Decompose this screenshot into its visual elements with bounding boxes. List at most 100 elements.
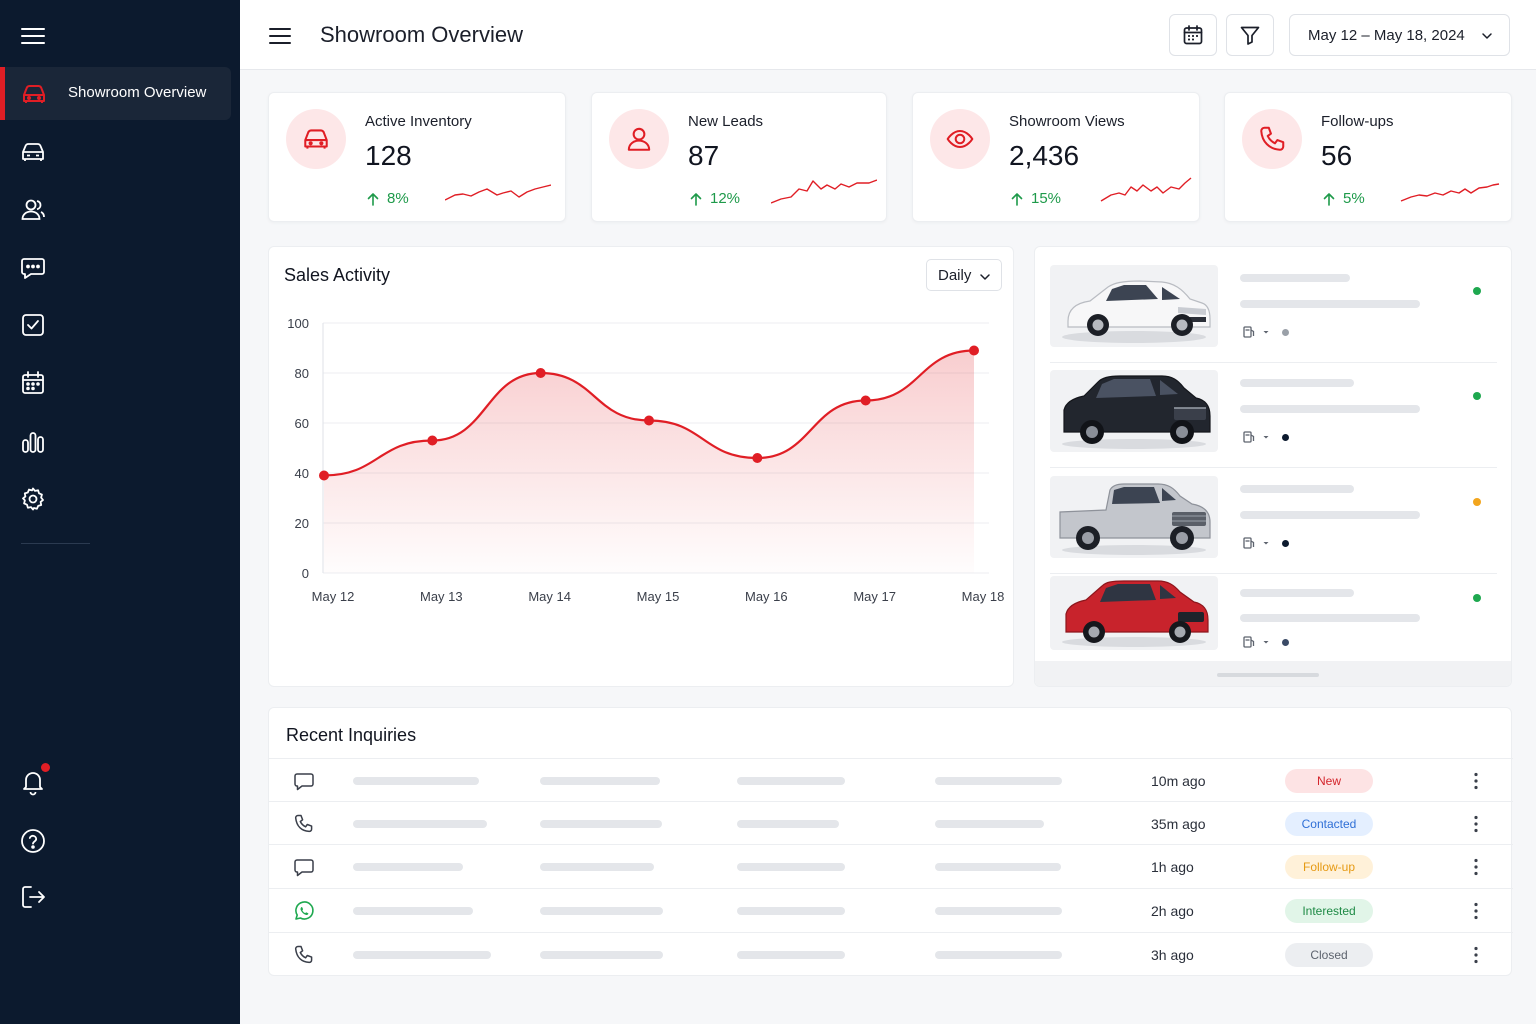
sales-line-chart: 0 20 40 60 80 100 May 12 May 13 May 14 May 15 May … <box>287 316 1004 604</box>
bar-chart-icon[interactable] <box>19 428 47 456</box>
placeholder-bar <box>737 907 845 915</box>
kpi-change: 8% <box>367 190 409 207</box>
fuel-icon <box>1243 326 1255 338</box>
menu-icon[interactable] <box>20 24 46 48</box>
users-icon[interactable] <box>19 196 47 224</box>
more-options-icon[interactable] <box>1465 813 1487 835</box>
settings-icon[interactable] <box>19 485 47 513</box>
kpi-change-value: 15% <box>1031 190 1062 207</box>
sidebar-divider <box>21 543 90 544</box>
kpi-change-value: 8% <box>387 190 409 207</box>
vehicle-meta <box>1242 325 1289 339</box>
bell-icon[interactable] <box>19 768 47 796</box>
kpi-label: Showroom Views <box>1009 113 1125 130</box>
data-point <box>427 435 438 446</box>
table-row[interactable]: 10m ago New <box>269 758 1513 802</box>
more-options-icon[interactable] <box>1465 944 1487 966</box>
vehicle-image <box>1050 265 1218 347</box>
placeholder-bar <box>1240 274 1350 282</box>
kpi-value: 2,436 <box>1009 140 1080 171</box>
filter-icon <box>1240 26 1260 45</box>
sidebar-item-label: Showroom Overview <box>68 84 207 101</box>
period-select[interactable]: Daily <box>926 259 1002 291</box>
placeholder-bar <box>935 907 1062 915</box>
more-options-icon[interactable] <box>1465 900 1487 922</box>
placeholder-bar <box>353 820 487 828</box>
y-tick-label: 60 <box>295 416 309 431</box>
sidebar: Showroom Overview <box>0 0 240 1024</box>
placeholder-bar <box>737 777 845 785</box>
table-row[interactable]: 3h ago Closed <box>269 932 1513 976</box>
vehicle-row[interactable] <box>1050 574 1497 654</box>
color-swatch <box>1282 433 1289 441</box>
vehicle-row[interactable] <box>1050 468 1497 574</box>
period-value: Daily <box>938 266 972 284</box>
sparkline <box>1100 177 1192 202</box>
status-badge: Interested <box>1285 899 1373 923</box>
date-range-select[interactable]: May 12 – May 18, 2024 <box>1289 14 1510 56</box>
kpi-card-new-leads: New Leads 87 12% <box>591 92 887 222</box>
chat-icon[interactable] <box>19 254 47 282</box>
sparkline <box>771 179 877 204</box>
placeholder-bar <box>1240 379 1354 387</box>
panel-footer <box>1035 661 1511 686</box>
calendar-icon[interactable] <box>19 369 47 397</box>
caret-down-icon <box>1263 331 1269 334</box>
arrow-up-icon <box>690 192 702 206</box>
x-tick-label: May 17 <box>853 589 896 604</box>
data-point <box>319 470 329 481</box>
y-tick-label: 80 <box>295 366 309 381</box>
table-row[interactable]: 2h ago Interested <box>269 888 1513 932</box>
y-tick-label: 100 <box>287 316 309 331</box>
table-row[interactable]: 35m ago Contacted <box>269 801 1513 845</box>
vehicle-row[interactable] <box>1050 362 1497 468</box>
vehicle-list-panel <box>1034 246 1512 687</box>
placeholder-bar <box>353 951 491 959</box>
checkbox-icon[interactable] <box>19 311 47 339</box>
car-front-icon[interactable] <box>19 138 47 166</box>
scroll-handle[interactable] <box>1217 673 1319 677</box>
sidebar-item-showroom-overview[interactable]: Showroom Overview <box>0 67 231 120</box>
status-dot <box>1473 392 1481 400</box>
phone-icon <box>1242 109 1302 169</box>
x-tick-label: May 12 <box>312 589 355 604</box>
kpi-change: 5% <box>1323 190 1365 207</box>
logout-icon[interactable] <box>19 883 47 911</box>
kpi-label: Active Inventory <box>365 113 472 130</box>
vehicle-meta <box>1242 430 1289 444</box>
placeholder-bar <box>540 863 654 871</box>
kpi-value: 128 <box>365 140 412 171</box>
kpi-change-value: 5% <box>1343 190 1365 207</box>
more-options-icon[interactable] <box>1465 770 1487 792</box>
status-badge: New <box>1285 769 1373 793</box>
caret-down-icon <box>1263 542 1269 545</box>
y-tick-label: 0 <box>302 566 309 581</box>
x-tick-label: May 16 <box>745 589 788 604</box>
help-icon[interactable] <box>19 827 47 855</box>
table-row[interactable]: 1h ago Follow-up <box>269 844 1513 888</box>
y-tick-label: 40 <box>295 466 309 481</box>
more-options-icon[interactable] <box>1465 856 1487 878</box>
page-title: Showroom Overview <box>320 22 523 47</box>
sales-activity-panel: Sales Activity Daily 0 20 40 60 80 100 May 12 M… <box>268 246 1014 687</box>
kpi-change: 15% <box>1011 190 1061 207</box>
vehicle-row[interactable] <box>1050 257 1497 363</box>
placeholder-bar <box>1240 485 1354 493</box>
kpi-label: Follow-ups <box>1321 113 1394 130</box>
placeholder-bar <box>1240 589 1354 597</box>
sparkline <box>445 184 551 201</box>
kpi-value: 87 <box>688 140 720 171</box>
sparkline <box>1400 183 1500 202</box>
menu-icon[interactable] <box>268 24 292 48</box>
top-bar: Showroom Overview May 12 – May 18, 2024 <box>240 0 1536 70</box>
filter-button[interactable] <box>1226 14 1274 56</box>
fuel-icon <box>1243 636 1255 648</box>
color-swatch <box>1282 328 1289 336</box>
color-swatch <box>1282 638 1289 646</box>
placeholder-bar <box>737 863 845 871</box>
date-range-value: May 12 – May 18, 2024 <box>1308 26 1465 44</box>
arrow-up-icon <box>1323 192 1335 206</box>
placeholder-bar <box>353 863 463 871</box>
user-icon <box>609 109 669 169</box>
calendar-button[interactable] <box>1169 14 1217 56</box>
